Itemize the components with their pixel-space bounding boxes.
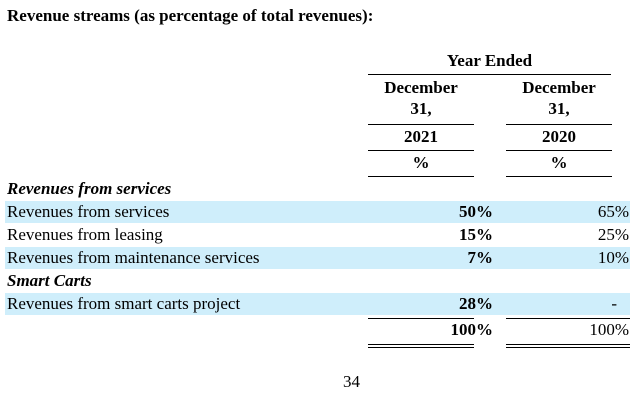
row-band-smart-carts — [5, 293, 630, 315]
total-2020-double-rule-1 — [506, 344, 630, 345]
col-2020-day: 31, — [548, 99, 570, 118]
col-2021-year: 2021 — [404, 127, 438, 146]
total-2021-double-rule-2 — [368, 347, 474, 348]
row-label-services: Revenues from services — [7, 202, 170, 221]
table-title: Revenue streams (as percentage of total … — [7, 6, 374, 25]
section-smart-carts-label: Smart Carts — [7, 271, 92, 290]
total-2021-rule-top — [368, 318, 474, 319]
col-2021-unit: % — [412, 153, 430, 172]
col-2020-year: 2020 — [542, 127, 576, 146]
total-2020-double-rule-2 — [506, 347, 630, 348]
col-2020-rule-3 — [506, 176, 612, 177]
row-label-maintenance: Revenues from maintenance services — [7, 248, 260, 267]
row-label-smart-carts: Revenues from smart carts project — [7, 294, 241, 313]
col-2021-day: 31, — [410, 99, 432, 118]
total-2020-rule-top — [506, 318, 630, 319]
total-value-2021: 100% — [450, 320, 494, 339]
page-number: 34 — [343, 372, 360, 391]
row-value-2021-maintenance: 7% — [467, 248, 494, 267]
col-2020-rule-2 — [506, 150, 612, 151]
row-value-2021-leasing: 15% — [459, 225, 493, 244]
row-value-2021-smart-carts: 28% — [459, 294, 493, 313]
col-2020-unit: % — [550, 153, 568, 172]
row-value-2020-services: 65% — [597, 202, 629, 221]
col-2020-rule-1 — [506, 124, 612, 125]
row-band-services — [5, 201, 630, 223]
row-value-2020-maintenance: 10% — [597, 248, 629, 267]
section-services-label: Revenues from services — [7, 179, 172, 198]
row-value-2020-leasing: 25% — [597, 225, 629, 244]
col-2021-rule-1 — [368, 124, 474, 125]
row-value-2020-smart-carts: - — [611, 294, 617, 313]
total-value-2020: 100% — [589, 320, 629, 339]
year-ended-underline — [368, 74, 611, 75]
row-label-leasing: Revenues from leasing — [7, 225, 163, 244]
col-2021-rule-2 — [368, 150, 474, 151]
row-band-maintenance — [5, 247, 630, 269]
row-value-2021-services: 50% — [459, 202, 493, 221]
col-2021-month: December — [384, 78, 458, 97]
col-2021-rule-3 — [368, 176, 474, 177]
total-2021-double-rule-1 — [368, 344, 474, 345]
year-ended-header: Year Ended — [446, 51, 533, 70]
col-2020-month: December — [522, 78, 596, 97]
